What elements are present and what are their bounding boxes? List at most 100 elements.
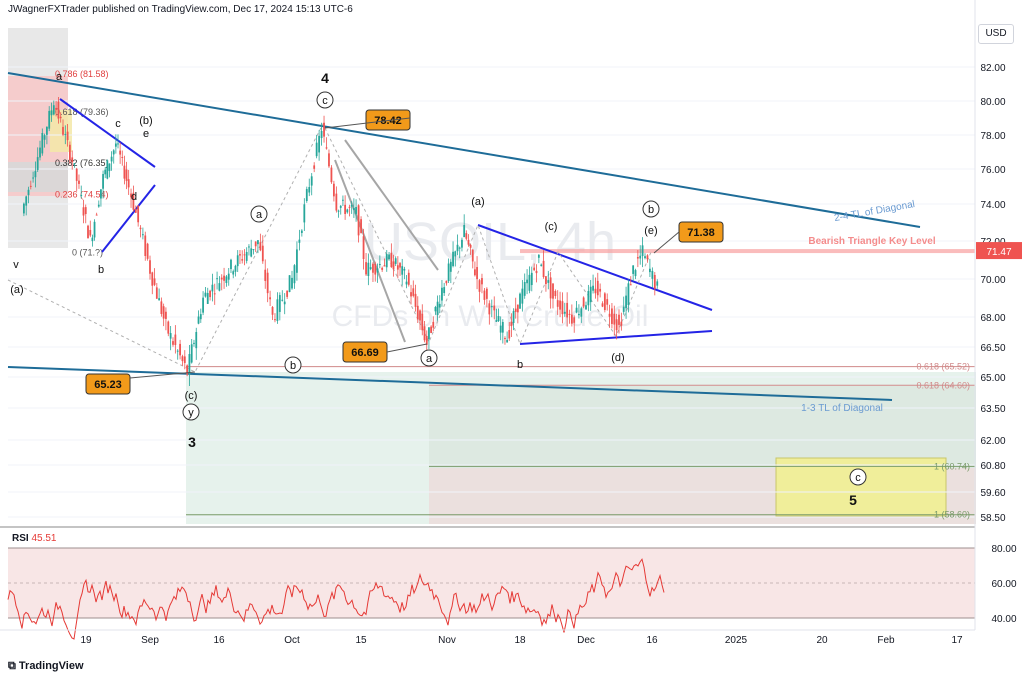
candle-body	[300, 230, 303, 233]
candle-body	[176, 350, 179, 352]
key-level-line	[520, 249, 975, 254]
candle-body	[276, 299, 279, 321]
fib-label-left: 0.786 (81.58)	[55, 69, 109, 79]
candle-body	[36, 157, 39, 170]
candle-body	[130, 193, 132, 198]
candle-body	[485, 288, 488, 299]
candle-body	[162, 306, 165, 319]
candle-body	[281, 299, 284, 301]
candle-body	[580, 308, 583, 317]
x-tick-label: 2025	[725, 635, 748, 646]
upper-trendline	[7, 72, 921, 228]
wave-circle	[284, 356, 302, 374]
candle-body	[559, 300, 561, 310]
wave-circle	[849, 468, 867, 486]
candle-body	[540, 264, 543, 266]
candle-body	[547, 280, 550, 283]
currency-button[interactable]: USD	[978, 24, 1014, 44]
candle-body	[452, 251, 454, 267]
candle-body	[376, 268, 379, 273]
candle-body	[112, 150, 115, 155]
candle-body	[337, 210, 340, 212]
fib-label-right: 0.618 (65.52)	[916, 362, 970, 372]
fib-label-right: 1 (60.74)	[934, 461, 970, 471]
candle-body	[332, 183, 335, 197]
candle-body	[465, 233, 468, 239]
fib-label-right: 0.618 (64.60)	[916, 380, 970, 390]
candle-body	[601, 303, 604, 307]
tradingview-brand: TradingView	[18, 660, 84, 672]
wave-label: d	[131, 191, 137, 203]
candle-body	[153, 278, 156, 285]
y-tick-label: 82.00	[980, 63, 1005, 74]
rsi-legend: RSI 45.51	[12, 533, 56, 544]
wave-label: 5	[849, 492, 857, 508]
candle-body	[441, 287, 443, 301]
candle-body	[438, 303, 441, 308]
candle-body	[104, 169, 107, 175]
candle-body	[508, 330, 511, 339]
x-tick-label: 19	[80, 635, 92, 646]
candle-body	[596, 280, 599, 296]
candle-body	[428, 327, 430, 339]
y-tick-label: 63.50	[980, 404, 1005, 415]
candle-body	[632, 265, 635, 274]
candle-body	[432, 321, 435, 328]
candle-body	[523, 281, 526, 296]
candle-body	[589, 286, 592, 303]
candle-body	[653, 274, 656, 289]
candle-body	[91, 237, 94, 242]
candle-body	[62, 126, 64, 135]
candle-body	[248, 246, 250, 248]
candle-body	[390, 252, 393, 268]
candle-body	[149, 260, 151, 274]
candle-body	[95, 214, 98, 216]
candle-body	[82, 207, 85, 216]
candle-body	[186, 365, 189, 375]
candle-body	[339, 205, 342, 208]
candle-body	[39, 147, 41, 158]
candle-body	[478, 280, 481, 292]
candle-body	[646, 255, 649, 260]
wave-label: e	[143, 128, 149, 140]
x-tick-label: Oct	[284, 635, 300, 646]
candle-body	[296, 249, 298, 273]
fib-label-left: 0 (71.?)	[72, 247, 103, 257]
candle-body	[537, 254, 540, 258]
x-tick-label: Dec	[577, 635, 595, 646]
candle-body	[620, 321, 623, 326]
candle-body	[587, 290, 590, 306]
candle-body	[566, 302, 569, 318]
candle-body	[172, 341, 174, 345]
candle-body	[578, 313, 580, 316]
watermark-symbol: USOIL, 4h	[364, 212, 616, 272]
candle-body	[298, 239, 301, 243]
candle-body	[392, 261, 395, 270]
candle-body	[293, 265, 296, 284]
candle-body	[239, 254, 241, 256]
candle-body	[360, 219, 362, 233]
candle-body	[250, 248, 253, 257]
wave-label: (c)	[545, 221, 558, 233]
price-callout-box	[85, 373, 131, 395]
candle-body	[46, 126, 48, 135]
rsi-label: RSI	[12, 533, 29, 544]
candle-body	[497, 316, 500, 322]
candle-body	[575, 307, 578, 313]
current-price-tag	[976, 242, 1022, 260]
wave-label: c	[322, 95, 328, 107]
candle-body	[123, 165, 126, 179]
candle-body	[344, 204, 347, 214]
candle-body	[158, 298, 160, 301]
candle-body	[573, 317, 576, 323]
candle-body	[230, 259, 232, 270]
candle-body	[504, 338, 506, 340]
candle-body	[137, 205, 140, 223]
candle-body	[310, 176, 313, 186]
candle-body	[108, 163, 111, 172]
wave-circle	[316, 91, 334, 109]
candle-body	[554, 291, 557, 297]
candle-body	[121, 156, 124, 158]
wave-label: a	[56, 71, 63, 83]
